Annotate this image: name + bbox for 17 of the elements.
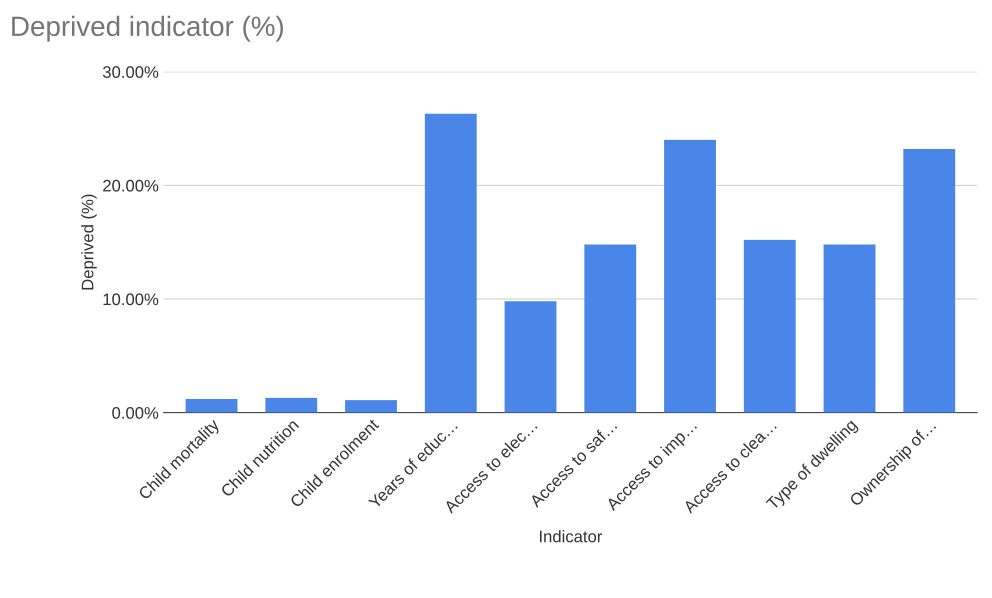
y-tick-label: 10.00% xyxy=(104,293,158,306)
bar xyxy=(824,244,876,413)
chart-title: Deprived indicator (%) xyxy=(12,16,283,42)
y-tick-label: 20.00% xyxy=(103,180,158,192)
y-axis-title: Deprived (%) xyxy=(81,194,97,290)
bar xyxy=(664,140,716,413)
bar xyxy=(265,398,318,413)
bar xyxy=(504,301,556,413)
bar xyxy=(903,149,956,413)
x-axis-title: Indicator xyxy=(540,530,602,542)
bar xyxy=(345,400,397,413)
bar xyxy=(744,240,796,413)
bar xyxy=(424,114,477,413)
y-tick-label: 30.00% xyxy=(102,66,158,78)
bar xyxy=(584,244,636,413)
y-tick-label: 0.00% xyxy=(112,407,158,419)
bar xyxy=(186,398,238,413)
